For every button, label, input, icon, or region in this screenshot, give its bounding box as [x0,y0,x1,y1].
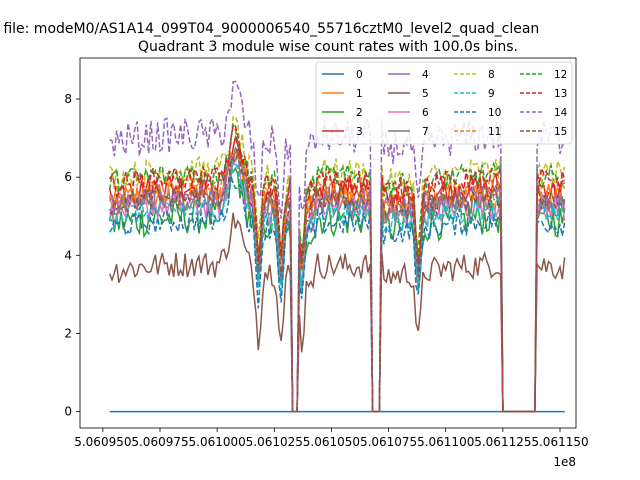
series-line-11 [109,149,566,413]
legend-label-10: 10 [488,107,501,119]
x-axis: 5.060950 5.060975 5.061000 5.061025 5.061050… [74,428,589,449]
legend-label-9: 9 [488,88,495,100]
legend-label-1: 1 [356,88,363,100]
legend-label-6: 6 [422,107,429,119]
x-tick-label: 5.061025 [246,435,303,449]
legend-label-5: 5 [422,88,429,100]
legend-label-15: 15 [554,126,567,138]
x-tick-label: 5.061125 [474,435,531,449]
chart-suptitle: n file: modeM0/AS1A14_099T04_9000006540_… [0,21,539,37]
x-tick-label: 5.060975 [131,435,188,449]
y-tick-label: 4 [64,248,72,262]
x-tick-label: 5.061075 [360,435,417,449]
legend-label-12: 12 [554,69,567,81]
legend-label-4: 4 [422,69,429,81]
x-tick-label: 5.061100 [417,435,474,449]
series-line-13 [109,124,566,413]
x-tick-label: 5.060950 [74,435,131,449]
x-tick-label: 5.061050 [303,435,360,449]
plot-frame [79,57,577,429]
series-line-2 [108,166,566,413]
legend-label-13: 13 [554,88,567,100]
legend-label-11: 11 [488,126,501,138]
legend-label-0: 0 [356,69,363,81]
legend-label-7: 7 [422,126,429,138]
chart-title: Quadrant 3 module wise count rates with … [138,39,518,55]
series-line-10 [109,175,566,413]
y-tick-label: 6 [64,170,72,184]
legend-box [315,61,573,145]
series-line-9 [109,160,566,413]
x-tick-label: 5.061000 [189,435,246,449]
legend-label-2: 2 [356,107,363,119]
legend-label-14: 14 [554,107,568,119]
legend-label-3: 3 [356,126,363,138]
y-axis: 0 2 4 6 8 [64,92,80,419]
y-tick-label: 8 [64,92,72,106]
series-line-5 [109,212,566,413]
x-tick-label: 5.061150 [531,435,588,449]
series-line-8 [109,115,566,413]
x-axis-offset-label: 1e8 [553,455,576,469]
series-line-15 [109,149,566,413]
y-tick-label: 0 [64,405,72,419]
y-tick-label: 2 [64,326,72,340]
plot-area [108,80,566,413]
legend-label-8: 8 [488,69,495,81]
